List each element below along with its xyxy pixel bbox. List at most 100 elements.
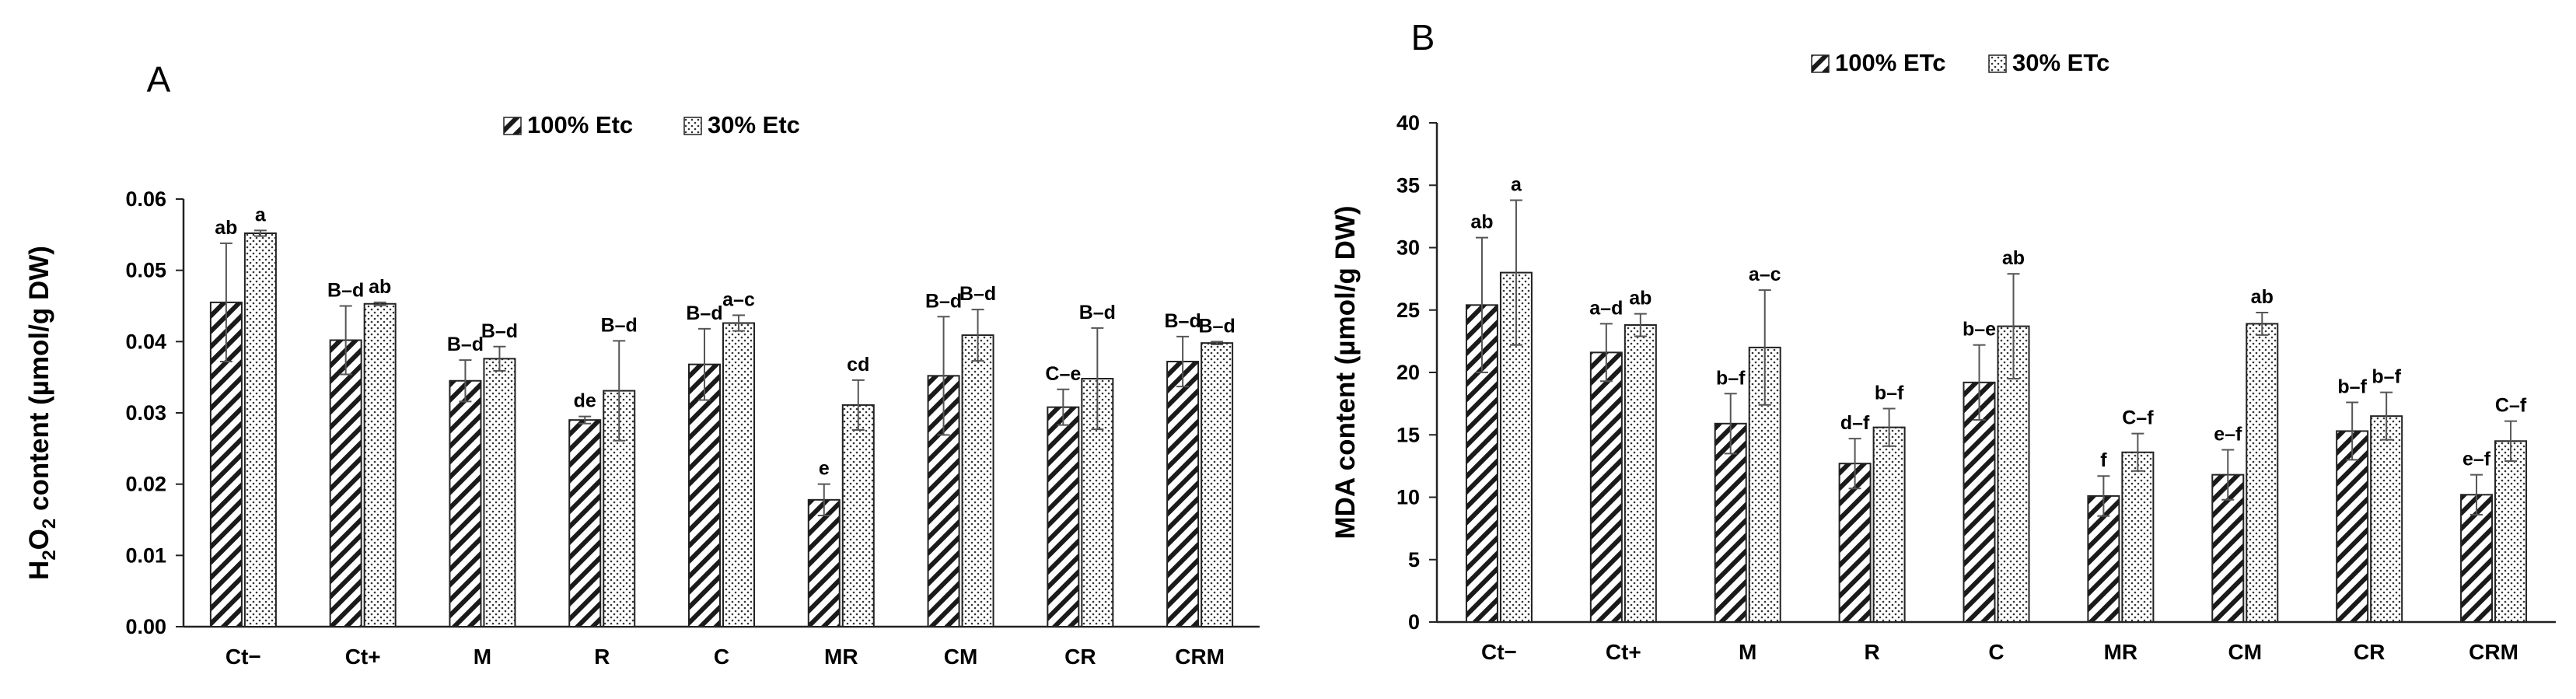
- panel-a-significance-letter: a: [255, 204, 267, 225]
- panel-a-significance-letter: B–d: [959, 283, 996, 305]
- panel-b-legend-swatch-1: [1811, 54, 1830, 73]
- panel-a-legend-swatch-1: [503, 117, 522, 135]
- panel-b-significance-letter: a–c: [1749, 264, 1781, 285]
- panel-a-significance-letter: de: [574, 390, 596, 412]
- panel-a-significance-letter: B–d: [1164, 310, 1201, 332]
- chart-panel-b: B 0 5 10 15 20 25 30 35 40 MDA content (µmol/g DW)…: [1330, 17, 2556, 664]
- panel-a-significance-letter: B–d: [925, 290, 962, 312]
- panel-a-y-tick-label: 0.05: [125, 259, 166, 282]
- panel-a-y-tick-label: 0.04: [125, 330, 166, 353]
- panel-a-bar: [243, 232, 277, 627]
- panel-a-significance-letter: B–d: [447, 334, 484, 355]
- panel-b-x-tick-label: Ct−: [1481, 640, 1517, 664]
- panel-a-x-tick-label: R: [594, 645, 610, 669]
- panel-a-bar: [483, 358, 516, 627]
- panel-b-x-tick-label: CM: [2228, 640, 2263, 664]
- panel-b-y-tick-label: 10: [1396, 486, 1420, 509]
- panel-b-legend-label-1: 100% ETc: [1835, 49, 1945, 76]
- panel-a-y-tick-label: 0.03: [125, 401, 166, 425]
- panel-a-bar: [722, 322, 755, 627]
- panel-b-x-tick-label: R: [1864, 640, 1879, 664]
- panel-b-y-tick-label: 5: [1408, 548, 1420, 571]
- panel-a-y-tick-label: 0.00: [125, 615, 166, 638]
- panel-b-label: B: [1411, 17, 1435, 58]
- chart-panel-a: A 0.00 0.01 0.02 0.03 0.04 0.05 0.06 H2O2 conten…: [24, 59, 1260, 669]
- panel-b-bar: [1624, 324, 1657, 623]
- panel-b-significance-letter: b–e: [1963, 319, 1996, 341]
- panel-b-x-tick-label: M: [1739, 640, 1756, 664]
- panel-a-legend-swatch-2: [683, 117, 702, 135]
- panel-a-x-tick-label: Ct−: [225, 645, 261, 669]
- panel-b-bar: [2494, 440, 2528, 624]
- panel-a-bar: [1047, 406, 1080, 628]
- panel-a-significance-letter: B–d: [686, 302, 722, 324]
- panel-b-significance-letter: C–f: [2495, 395, 2527, 417]
- panel-a-significance-letter: B–d: [481, 320, 518, 342]
- panel-b-y-tick-label: 25: [1396, 299, 1420, 322]
- panel-a-bar: [688, 363, 721, 627]
- panel-b-y-tick-label: 40: [1396, 111, 1420, 135]
- panel-a-legend-label-2: 30% Etc: [708, 111, 800, 138]
- panel-a-y-tick-label: 0.06: [125, 187, 166, 211]
- panel-b-significance-letter: ab: [2251, 286, 2274, 308]
- panel-b-bar: [1465, 304, 1498, 623]
- panel-a-x-tick-label: CR: [1064, 645, 1096, 669]
- panel-a-bar: [807, 498, 841, 627]
- panel-b-bar: [1589, 351, 1623, 623]
- panel-a-significance-letter: B–d: [601, 314, 638, 336]
- panel-a-significance-letter: B–d: [1079, 302, 1116, 323]
- panel-b-significance-letter: f: [2100, 449, 2107, 471]
- panel-a-x-tick-label: Ct+: [345, 645, 381, 669]
- panel-a-y-tick-label: 0.02: [125, 473, 166, 496]
- panel-a-significance-letter: ab: [369, 276, 391, 298]
- panel-b-significance-letter: ab: [2002, 247, 2025, 269]
- panel-b-significance-letter: b–f: [2337, 376, 2367, 398]
- panel-b-significance-letter: b–f: [1875, 383, 1904, 404]
- panel-b-significance-letter: e–f: [2462, 449, 2491, 470]
- panel-b-x-tick-label: CR: [2354, 640, 2385, 664]
- panel-b-y-tick-label: 15: [1396, 423, 1420, 446]
- panel-b-significance-letter: C–f: [2122, 407, 2154, 429]
- panel-a-bar: [363, 302, 397, 627]
- panel-a-x-tick-label: C: [714, 645, 729, 669]
- panel-a-significance-letter: B–d: [327, 280, 364, 302]
- panel-b-bar: [1872, 426, 1906, 623]
- panel-a-significance-letter: e: [819, 458, 830, 480]
- panel-a-x-tick-label: MR: [824, 645, 858, 669]
- panel-a-bar: [568, 419, 602, 628]
- panel-b-x-tick-label: MR: [2104, 640, 2138, 664]
- panel-b-legend-swatch-2: [1988, 54, 2007, 73]
- panel-a-significance-letter: ab: [215, 217, 237, 239]
- panel-a-x-tick-label: CRM: [1175, 645, 1225, 669]
- panel-b-y-tick-label: 30: [1396, 236, 1420, 260]
- panel-b-bar: [1838, 463, 1872, 623]
- panel-b-y-axis-label: MDA content (µmol/g DW): [1330, 205, 1361, 539]
- panel-b-bar: [2087, 495, 2120, 624]
- panel-a-y-axis-label: H2O2 content (µmol/g DW): [24, 246, 60, 580]
- panel-a-y-tick-label: 0.01: [125, 543, 166, 567]
- panel-a-bar: [1166, 361, 1200, 627]
- panel-b-x-tick-label: CRM: [2469, 640, 2518, 664]
- panel-b-bar: [1714, 422, 1747, 623]
- panel-b-significance-letter: b–f: [1716, 367, 1746, 389]
- panel-b-significance-letter: a: [1511, 174, 1522, 196]
- panel-a-x-tick-label: M: [474, 645, 491, 669]
- panel-b-bar: [1963, 381, 1996, 623]
- panel-b-x-tick-label: C: [1988, 640, 2004, 664]
- panel-a-significance-letter: B–d: [1198, 315, 1235, 337]
- panel-a-significance-letter: cd: [847, 354, 869, 376]
- panel-b-bar: [2246, 323, 2279, 623]
- panel-a-bar: [449, 379, 482, 627]
- panel-a-bar: [329, 339, 362, 627]
- panel-b-significance-letter: d–f: [1840, 412, 1870, 434]
- panel-a-legend-label-1: 100% Etc: [527, 111, 633, 138]
- panel-a-label: A: [147, 59, 171, 100]
- panel-a-significance-letter: a–c: [722, 288, 755, 310]
- panel-b-legend-label-2: 30% ETc: [2012, 49, 2109, 76]
- panel-a-bar: [961, 334, 994, 627]
- panel-b-bar: [2121, 451, 2155, 623]
- panel-a-bar: [1201, 342, 1234, 627]
- panel-a-significance-letter: C–e: [1045, 363, 1081, 385]
- panel-b-significance-letter: ab: [1470, 211, 1493, 233]
